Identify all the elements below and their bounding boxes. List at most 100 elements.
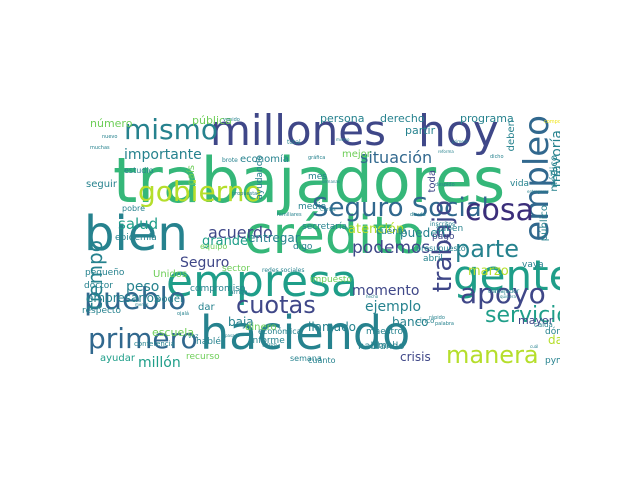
word-110: nuevo	[102, 134, 118, 140]
word-54: mejor	[342, 149, 371, 160]
word-99: caída	[534, 321, 553, 329]
word-95: pobre	[122, 204, 146, 213]
word-42: crisis	[400, 350, 431, 364]
word-91: cuánto	[308, 356, 336, 365]
word-83: respecto	[82, 306, 121, 316]
word-36: empresarios	[86, 291, 161, 305]
word-84: pequeño	[85, 268, 125, 278]
word-2: empresa	[166, 256, 358, 307]
word-6: bien	[84, 206, 188, 262]
word-19: parte	[455, 235, 519, 263]
word-62: Unidos	[153, 269, 188, 280]
word-76: mal	[378, 341, 395, 351]
word-64: poder	[155, 294, 185, 305]
word-79: país	[186, 165, 197, 186]
word-14: pueblo	[84, 282, 187, 317]
word-20: servicio	[485, 303, 560, 328]
word-69: ayudar	[100, 353, 135, 364]
word-18: cuotas	[236, 291, 316, 319]
word-97: económica	[258, 327, 302, 336]
word-117: deuda	[410, 212, 426, 218]
word-56: deben	[506, 120, 517, 152]
word-49: partir	[405, 124, 436, 137]
word-112: comportamiento	[544, 119, 560, 125]
word-25: podemos	[352, 238, 431, 258]
word-133: mismo	[336, 137, 350, 142]
word-81: epidemia	[115, 233, 157, 243]
word-123: despido	[435, 182, 455, 188]
word-4: millones	[210, 110, 386, 155]
word-125: menos	[135, 302, 149, 307]
word-50: público	[539, 205, 550, 242]
word-86: cuenta	[376, 227, 407, 237]
word-113: venido	[223, 117, 240, 123]
word-29: ejemplo	[365, 299, 422, 315]
word-41: escuela	[152, 326, 195, 339]
word-47: programa	[460, 112, 514, 125]
word-103: inscritos	[430, 221, 456, 228]
word-10: gobierno	[138, 175, 262, 208]
word-134: cuál	[530, 344, 539, 349]
word-127: reforma	[438, 149, 454, 154]
word-57: nivel	[550, 169, 560, 179]
word-35: atención	[348, 222, 405, 237]
word-108: propuesta	[232, 191, 258, 197]
word-96: equipo	[200, 242, 228, 251]
word-120: grupo	[262, 342, 277, 348]
word-38: llamado	[308, 320, 357, 334]
word-46: derecho	[380, 112, 425, 125]
word-24: acuerdo	[208, 223, 273, 242]
word-101: trabajador	[488, 288, 520, 295]
word-11: mismo	[124, 113, 219, 146]
word-68: hablando	[358, 341, 405, 352]
word-124: semanas	[322, 179, 340, 184]
word-28: salud	[118, 215, 159, 233]
word-77: maestro	[366, 327, 404, 337]
word-126: pasado	[225, 333, 240, 338]
word-87: medio	[298, 202, 327, 212]
word-109: total	[287, 139, 301, 146]
word-122: dicho	[490, 154, 504, 160]
word-118: rápido	[429, 315, 445, 321]
word-114: gráfica	[308, 155, 326, 161]
word-5: hoy	[418, 110, 499, 157]
word-9: Seguro Social	[312, 193, 489, 223]
word-107: brote	[222, 157, 238, 164]
word-72: pymes	[545, 356, 560, 366]
word-75: saben	[436, 224, 464, 234]
word-93: impuesto	[310, 275, 352, 285]
word-3: haciendo	[200, 306, 411, 360]
word-63: compromiso	[190, 284, 246, 294]
word-82: doctor	[84, 281, 113, 291]
word-73: vaya	[522, 260, 544, 270]
word-115: Carlos	[320, 207, 336, 213]
word-80: ayudando	[255, 155, 265, 200]
word-51: pública	[192, 114, 232, 127]
word-61: pago	[432, 232, 455, 242]
word-71: dónde	[545, 327, 560, 337]
word-70: recurso	[186, 352, 220, 362]
word-90: semana	[290, 354, 322, 363]
word-13: cosa	[465, 193, 534, 228]
word-15: apoyo	[460, 277, 546, 310]
word-102: presupuesto	[416, 244, 466, 253]
word-45: dato	[548, 333, 560, 347]
word-33: pueden	[400, 226, 446, 240]
word-104: arriba	[230, 289, 248, 296]
word-132: plan	[242, 291, 251, 296]
word-88: mes	[308, 172, 327, 182]
word-85: sector	[222, 264, 250, 274]
word-16: primero	[88, 322, 198, 355]
word-65: dar	[198, 302, 215, 313]
word-39: baja	[228, 315, 254, 329]
word-116: familiares	[277, 212, 302, 218]
word-27: importante	[124, 147, 202, 163]
word-67: informe	[250, 336, 285, 346]
word-26: momento	[352, 283, 420, 299]
word-128: primera	[452, 139, 468, 144]
word-1: crédito	[244, 206, 425, 266]
word-32: entregar	[248, 231, 300, 245]
word-121: ojalá	[177, 311, 189, 317]
word-37: peso	[126, 279, 160, 295]
